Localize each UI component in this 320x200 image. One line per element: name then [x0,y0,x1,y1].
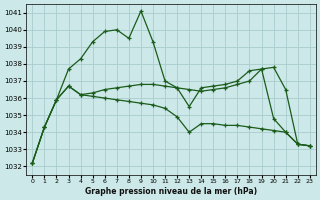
X-axis label: Graphe pression niveau de la mer (hPa): Graphe pression niveau de la mer (hPa) [85,187,257,196]
